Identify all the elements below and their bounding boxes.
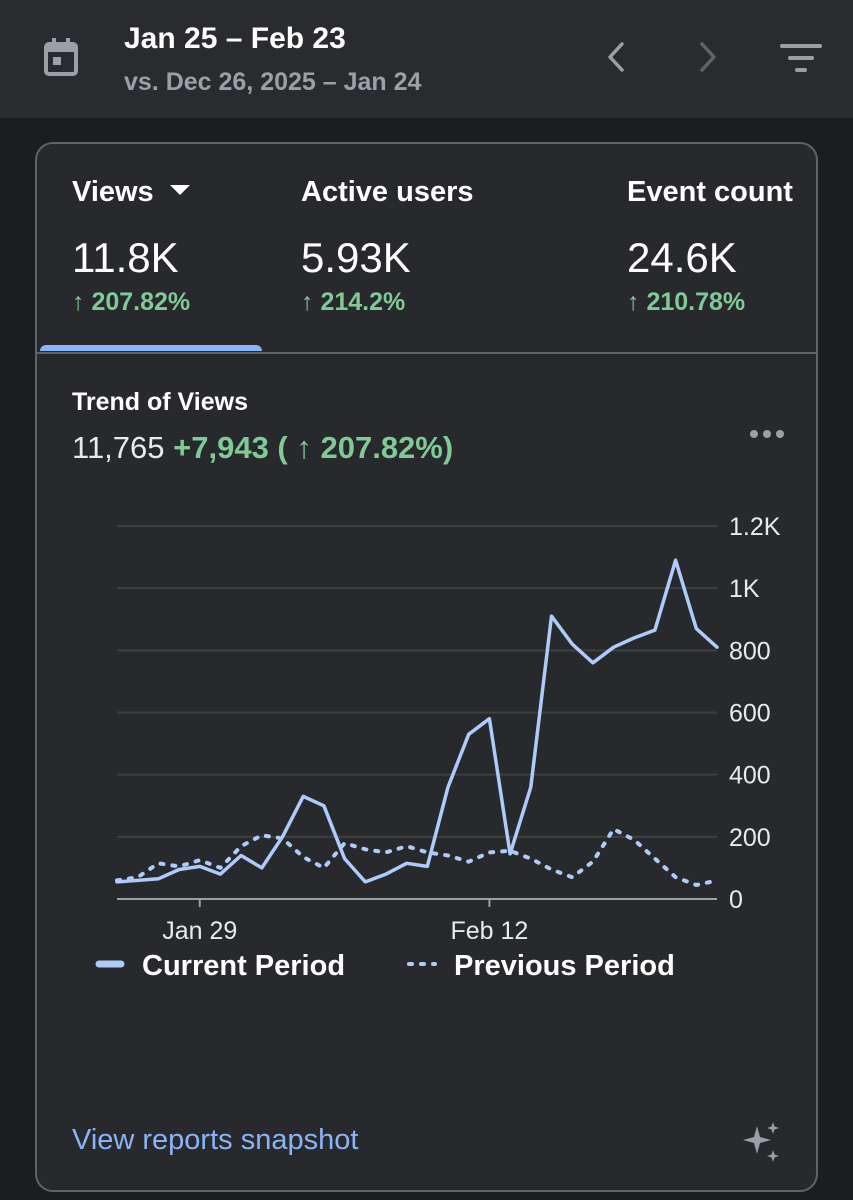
metric-change: ↑ 214.2% <box>301 288 406 316</box>
metric-value: 24.6K <box>627 234 737 281</box>
view-reports-snapshot-link[interactable]: View reports snapshot <box>72 1124 359 1156</box>
views-card: Views 11.8K ↑ 207.82% Active users 5.93K… <box>35 142 818 1192</box>
metric-label: Views <box>72 176 190 209</box>
sparkle-icon[interactable] <box>739 1120 783 1164</box>
y-tick-label: 600 <box>729 700 771 728</box>
calendar-icon[interactable] <box>44 38 78 76</box>
compare-range-label: vs. Dec 26, 2025 – Jan 24 <box>124 68 422 96</box>
divider <box>37 352 816 354</box>
legend-label-current: Current Period <box>142 950 345 982</box>
y-tick-label: 200 <box>729 824 771 852</box>
metric-tab-event-count[interactable]: Event count 24.6K ↑ 210.78% <box>627 144 816 354</box>
trend-total: 11,765 <box>72 430 165 465</box>
trend-title: Trend of Views <box>72 388 248 416</box>
trend-delta: +7,943 ( ↑ 207.82%) <box>173 430 454 465</box>
legend-label-previous: Previous Period <box>454 950 675 982</box>
metric-label: Event count <box>627 176 793 208</box>
metric-tab-active-users[interactable]: Active users 5.93K ↑ 214.2% <box>301 144 601 354</box>
series-line-current-period <box>115 558 719 884</box>
chevron-left-icon[interactable] <box>600 40 634 74</box>
series-line-previous-period <box>115 827 719 887</box>
trend-summary: 11,765 +7,943 ( ↑ 207.82%) <box>72 430 453 466</box>
filter-icon[interactable] <box>780 42 822 74</box>
y-tick-label: 800 <box>729 637 771 665</box>
metric-value: 11.8K <box>72 234 179 281</box>
date-range-label[interactable]: Jan 25 – Feb 23 <box>124 22 346 55</box>
y-tick-label: 400 <box>729 762 771 790</box>
y-tick-label: 1K <box>729 575 760 603</box>
selected-tab-indicator <box>40 345 262 351</box>
metric-tab-views[interactable]: Views 11.8K ↑ 207.82% <box>72 144 302 354</box>
metric-value: 5.93K <box>301 234 411 281</box>
metric-tabs: Views 11.8K ↑ 207.82% Active users 5.93K… <box>37 144 816 354</box>
x-tick-label: Jan 29 <box>162 917 237 945</box>
more-options-icon[interactable] <box>747 424 787 444</box>
dropdown-caret-icon[interactable] <box>169 185 190 196</box>
x-tick-label: Feb 12 <box>450 917 528 945</box>
y-tick-label: 0 <box>729 886 743 914</box>
metric-label: Active users <box>301 176 474 208</box>
views-trend-chart[interactable]: 0 200 400 600 800 1K 1.2K Jan 29 Feb 12 Current P… <box>37 499 818 1099</box>
date-range-header[interactable]: Jan 25 – Feb 23 vs. Dec 26, 2025 – Jan 2… <box>0 0 853 118</box>
y-tick-label: 1.2K <box>729 513 781 541</box>
metric-change: ↑ 210.78% <box>627 288 746 316</box>
chevron-right-icon[interactable] <box>690 40 724 74</box>
metric-change: ↑ 207.82% <box>72 288 191 316</box>
